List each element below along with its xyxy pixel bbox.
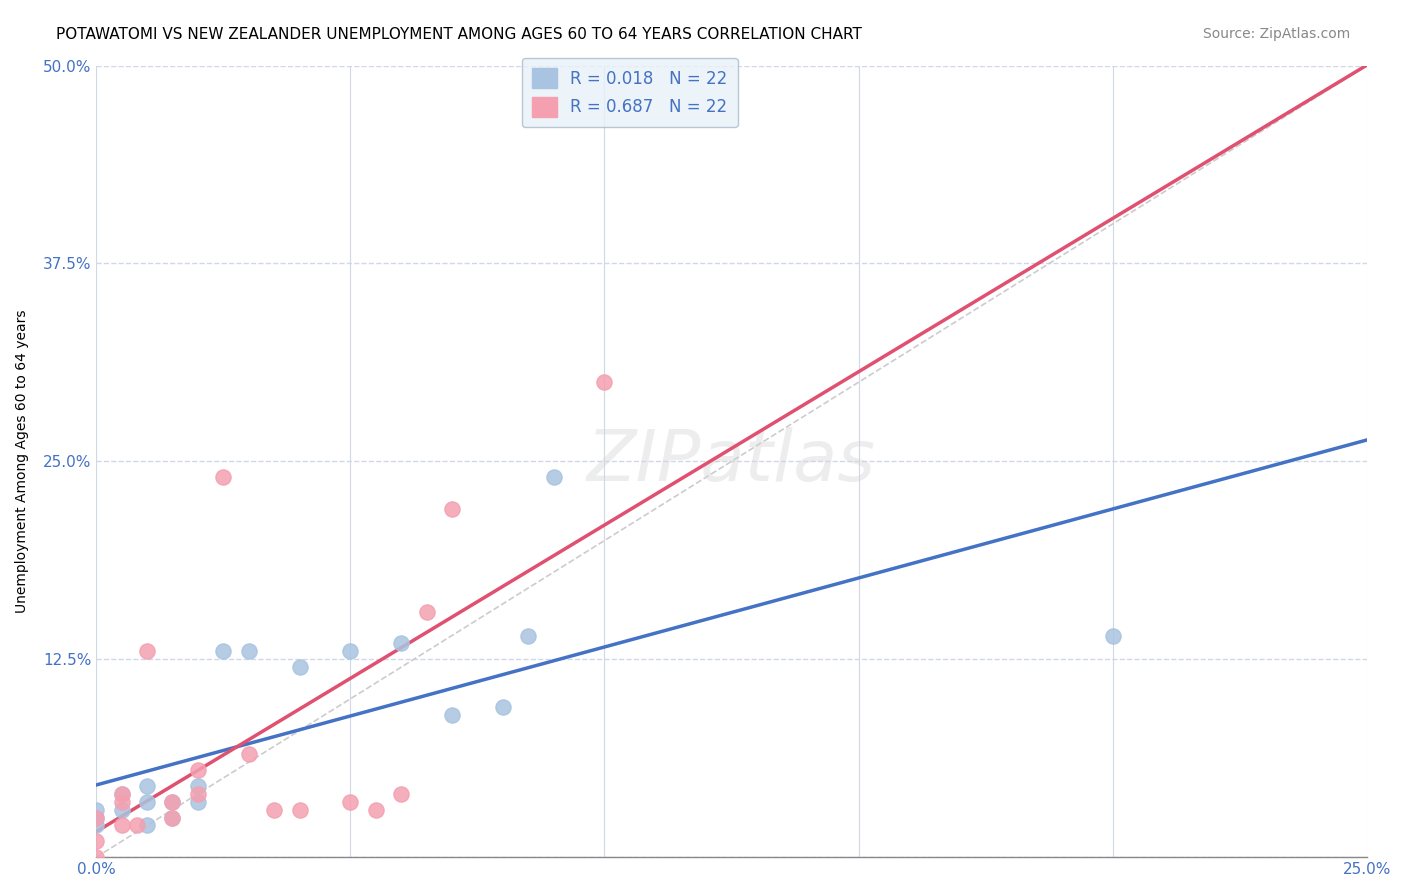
Point (187, 779, 209, 793)
Point (389, 787, 412, 801)
Point (136, 644, 159, 658)
Point (111, 795, 134, 809)
Text: POTAWATOMI VS NEW ZEALANDER UNEMPLOYMENT AMONG AGES 60 TO 64 YEARS CORRELATION C: POTAWATOMI VS NEW ZEALANDER UNEMPLOYMENT… (56, 27, 862, 42)
Point (162, 811, 184, 825)
Legend: R = 0.018   N = 22, R = 0.687   N = 22: R = 0.018 N = 22, R = 0.687 N = 22 (522, 58, 738, 127)
Point (389, 636, 412, 650)
Point (111, 787, 134, 801)
Point (593, 375, 616, 389)
Point (263, 803, 285, 817)
Point (543, 470, 565, 484)
Point (1101, 628, 1123, 642)
Point (111, 818, 134, 832)
Point (84, 834, 107, 848)
Point (440, 501, 463, 516)
Point (162, 795, 184, 809)
Point (84, 818, 107, 832)
Point (84, 803, 107, 817)
Text: Source: ZipAtlas.com: Source: ZipAtlas.com (1202, 27, 1350, 41)
Text: ZIPatlas: ZIPatlas (588, 427, 876, 496)
Point (517, 628, 540, 642)
Y-axis label: Unemployment Among Ages 60 to 64 years: Unemployment Among Ages 60 to 64 years (15, 310, 30, 613)
Point (136, 818, 159, 832)
Point (84, 811, 107, 825)
Point (125, 818, 148, 832)
Point (440, 707, 463, 722)
Point (492, 699, 515, 714)
Point (288, 660, 311, 674)
Point (339, 644, 361, 658)
Point (111, 803, 134, 817)
Point (136, 795, 159, 809)
Point (212, 644, 235, 658)
Point (415, 605, 437, 619)
Point (162, 811, 184, 825)
Point (136, 779, 159, 793)
Point (187, 763, 209, 777)
Point (187, 787, 209, 801)
Point (288, 803, 311, 817)
Point (162, 795, 184, 809)
Point (364, 803, 387, 817)
Point (212, 470, 235, 484)
Point (238, 747, 260, 762)
Point (84, 811, 107, 825)
Point (238, 644, 260, 658)
Point (111, 787, 134, 801)
Point (339, 795, 361, 809)
Point (187, 795, 209, 809)
Point (84, 850, 107, 864)
